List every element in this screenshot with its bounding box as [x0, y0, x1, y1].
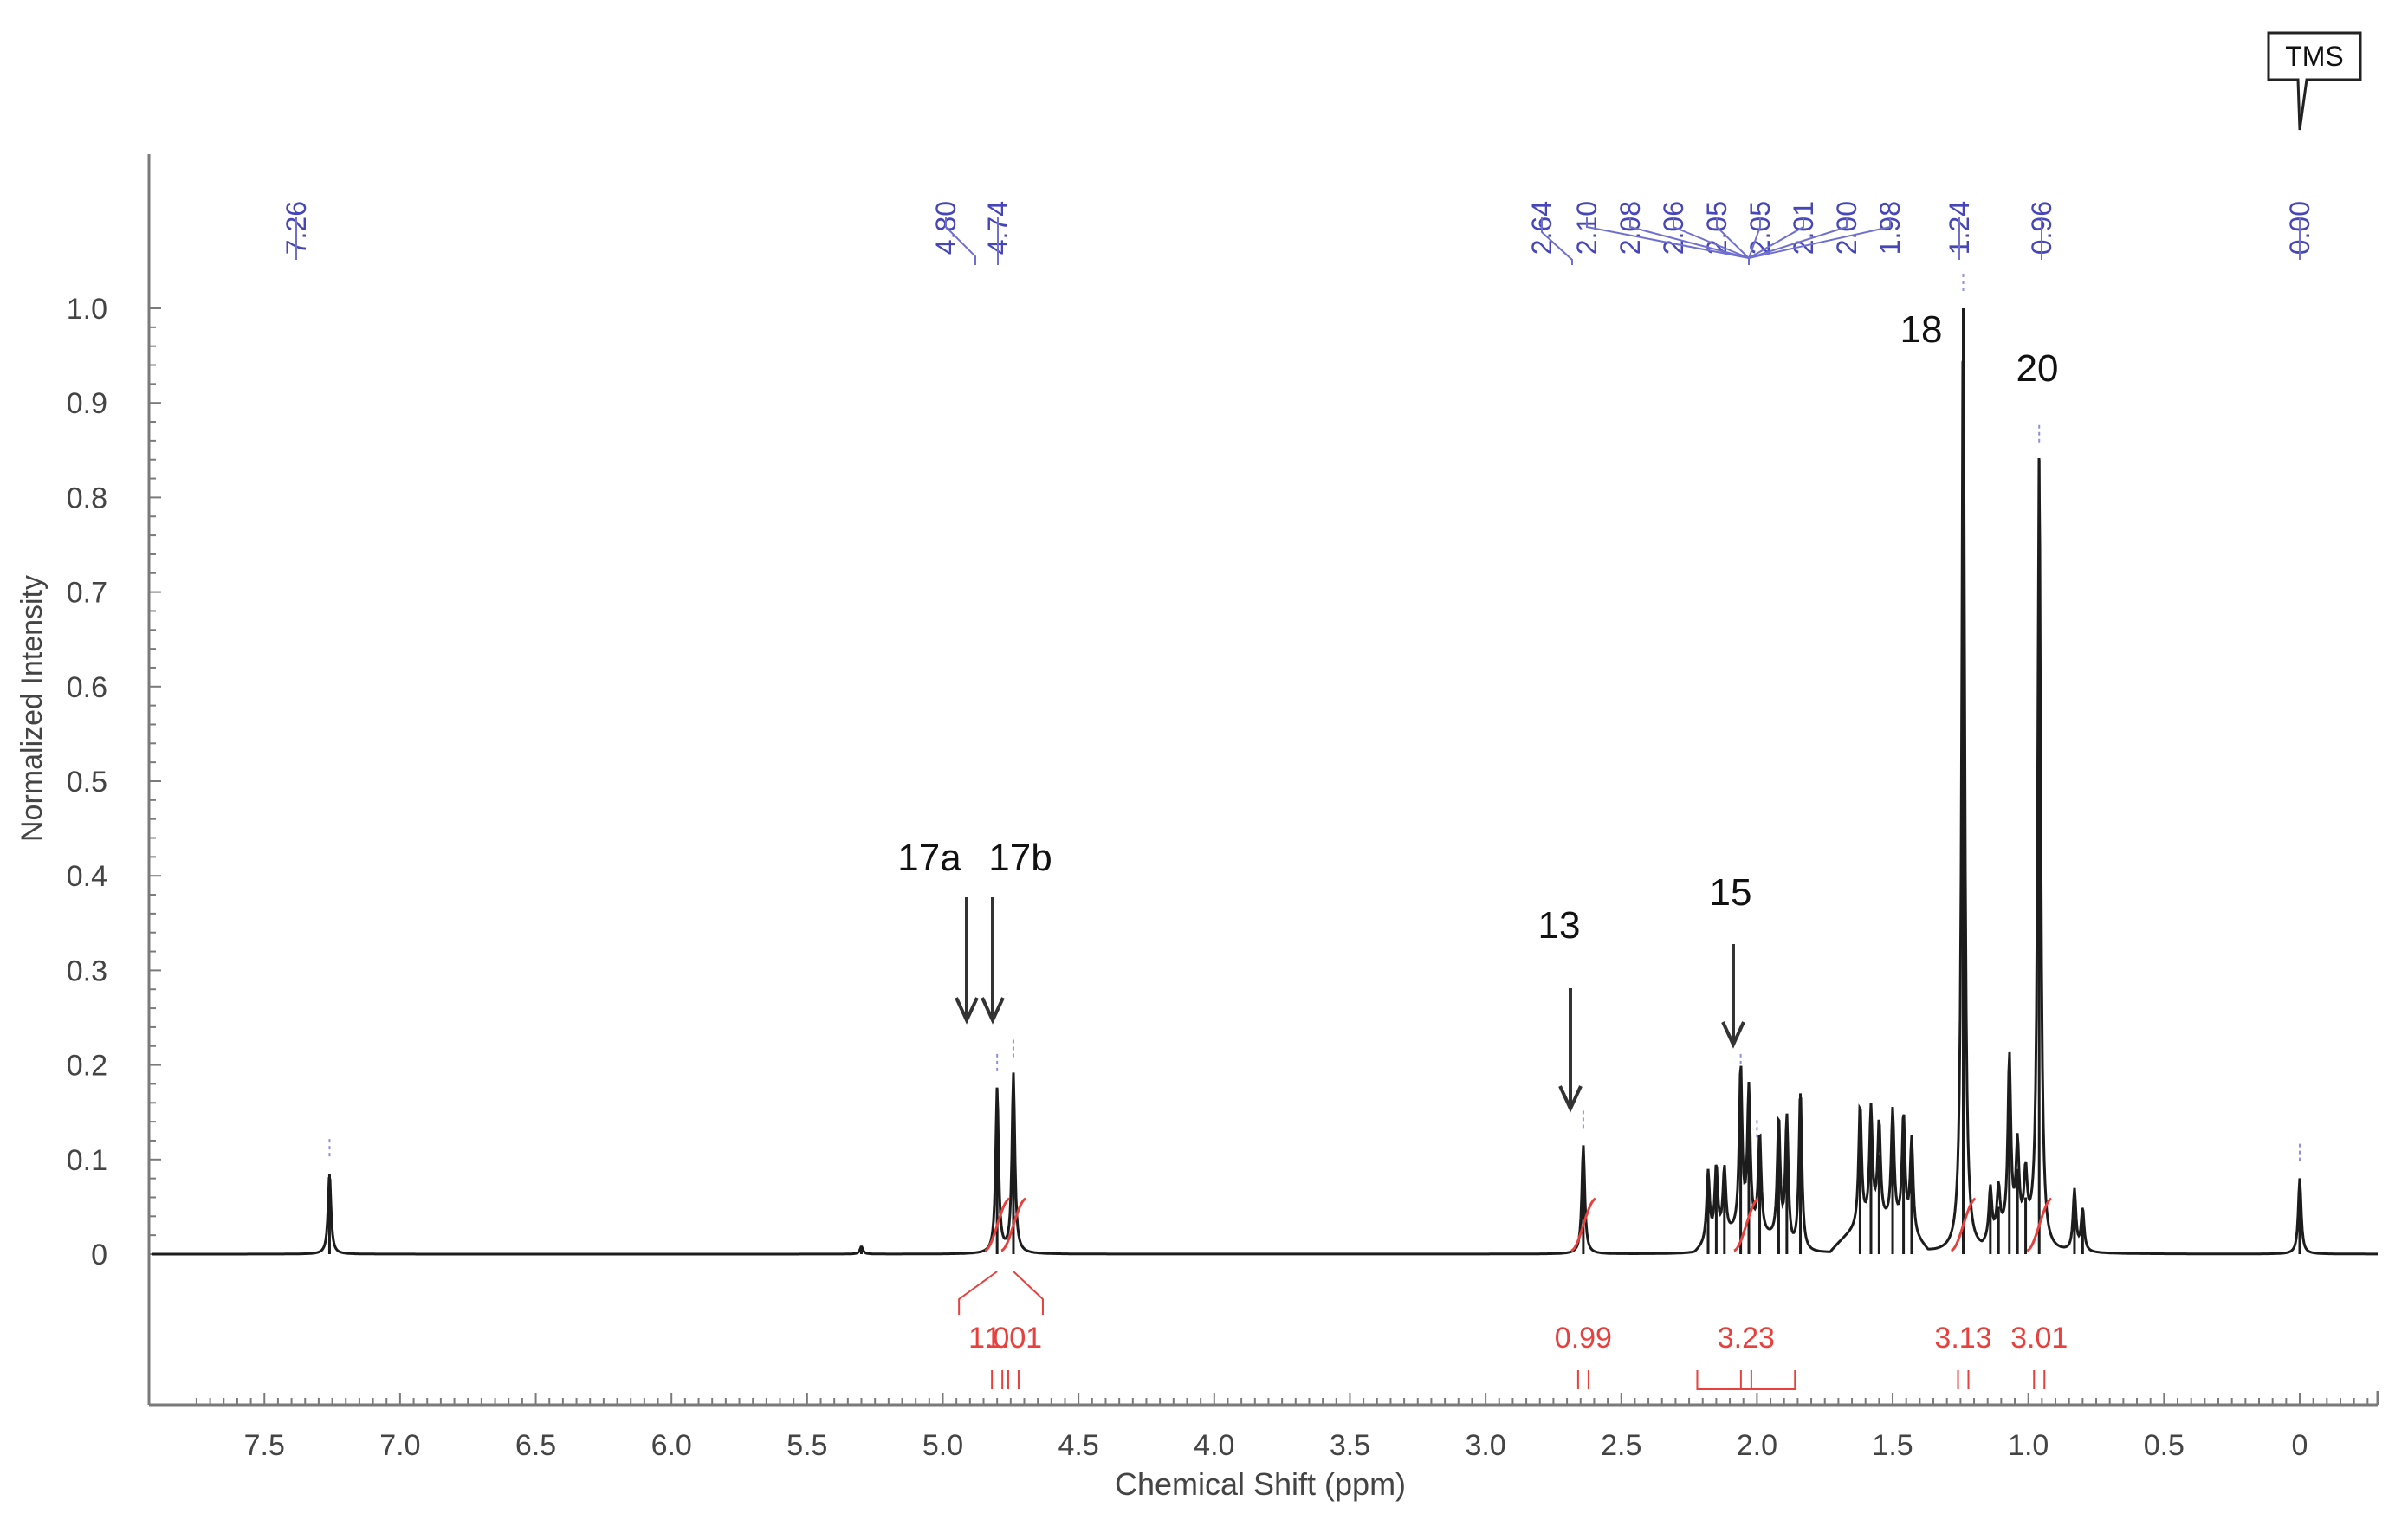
y-tick-label: 0.7 — [67, 577, 107, 610]
integral-value: 0.99 — [1555, 1322, 1612, 1355]
x-axis-title: Chemical Shift (ppm) — [1115, 1466, 1406, 1502]
peak-label-leader — [1748, 217, 1891, 265]
peak-label-group: 7.26 4.80 4.74 2.64 2.10 2.08 2.06 2.05 2.05 2.01… — [281, 201, 2315, 1161]
y-tick-label: 1.0 — [67, 293, 107, 326]
peak-assignment-label: 17b — [988, 837, 1052, 879]
integral-curve — [1950, 1197, 1977, 1252]
spectrum-group — [152, 308, 2378, 1256]
peak-assignment-label: 13 — [1538, 904, 1581, 947]
peak-assignment-label: 20 — [2016, 347, 2059, 390]
x-axis: 7.5 7.0 6.5 6.0 5.5 5.0 4.5 4.0 3.5 3.0 2.5 2.0 1.5 1… — [195, 1393, 2369, 1462]
integral-curve — [984, 1197, 1011, 1252]
integral-value: 3.01 — [2010, 1322, 2068, 1355]
x-tick-label: 2.0 — [1737, 1429, 1777, 1462]
y-tick-label: 0 — [91, 1239, 107, 1271]
y-tick-label: 0.4 — [67, 860, 107, 893]
spectrum-trace — [152, 358, 2378, 1256]
x-tick-label: 1.0 — [2008, 1429, 2049, 1462]
assignment-arrowhead — [1721, 1021, 1745, 1049]
x-tick-label: 7.0 — [379, 1429, 420, 1462]
integral-value: 1.01 — [985, 1322, 1042, 1355]
peak-shift-label: 2.00 — [1831, 201, 1862, 255]
y-tick-label: 0.6 — [67, 671, 107, 704]
peak-label-leader — [945, 217, 976, 265]
x-tick-label: 6.5 — [515, 1429, 556, 1462]
x-tick-label: 1.5 — [1872, 1429, 1913, 1462]
integral-bracket — [958, 1271, 998, 1315]
integral-curve — [2026, 1197, 2053, 1252]
integral-curve — [1000, 1197, 1026, 1252]
y-axis: 0 0.1 0.2 0.3 0.4 0.5 0.6 0.7 0.8 0.9 1.0 — [67, 293, 161, 1271]
y-tick-label: 0.2 — [67, 1050, 107, 1083]
peak-shift-label: 1.98 — [1874, 201, 1906, 255]
integral-curve — [1570, 1197, 1596, 1252]
assignment-arrowhead — [955, 997, 979, 1025]
x-tick-label: 3.0 — [1465, 1429, 1505, 1462]
peak-assignment-label: 18 — [1900, 308, 1943, 351]
x-tick-label: 2.5 — [1601, 1429, 1641, 1462]
x-tick-label: 7.5 — [244, 1429, 285, 1462]
integral-value: 3.23 — [1718, 1322, 1775, 1355]
assignment-arrowhead — [981, 997, 1005, 1025]
x-tick-label: 0.5 — [2144, 1429, 2185, 1462]
peak-assignment-label: 15 — [1710, 871, 1752, 914]
peak-assignment-label: 17a — [897, 837, 961, 879]
x-tick-label: 4.5 — [1058, 1429, 1099, 1462]
peak-shift-label: 2.06 — [1658, 201, 1689, 255]
tms-callout-box — [2267, 31, 2362, 131]
peak-shift-label: 2.10 — [1571, 201, 1602, 255]
annotation-group: 17a 17b 13 15 18 20 TMS — [897, 31, 2362, 1113]
y-axis-title: Normalized Intensity — [16, 575, 49, 842]
integral-value: 3.13 — [1934, 1322, 1991, 1355]
integral-curve — [1732, 1197, 1759, 1252]
tms-label: TMS — [2285, 41, 2344, 72]
peak-shift-label: 2.08 — [1615, 201, 1646, 255]
x-tick-label: 6.0 — [651, 1429, 692, 1462]
y-tick-label: 0.8 — [67, 482, 107, 514]
peak-label-leader — [1541, 217, 1573, 265]
assignment-arrowhead — [1558, 1085, 1583, 1113]
y-tick-label: 0.3 — [67, 954, 107, 987]
integral-range-bracket — [1696, 1370, 1796, 1390]
integral-value: 1.00 — [968, 1322, 1026, 1355]
x-tick-label: 4.0 — [1194, 1429, 1234, 1462]
integral-bracket — [1013, 1271, 1044, 1315]
plot-frame — [147, 154, 2379, 1407]
y-tick-label: 0.9 — [67, 387, 107, 420]
x-tick-label: 0 — [2292, 1429, 2308, 1462]
x-tick-label: 5.5 — [786, 1429, 827, 1462]
x-tick-label: 5.0 — [922, 1429, 963, 1462]
y-tick-label: 0.5 — [67, 766, 107, 799]
x-tick-label: 3.5 — [1330, 1429, 1370, 1462]
y-tick-label: 0.1 — [67, 1144, 107, 1177]
integral-group: 1.001.01 0.99 3.23 3.13 3.01 — [958, 1197, 2068, 1390]
